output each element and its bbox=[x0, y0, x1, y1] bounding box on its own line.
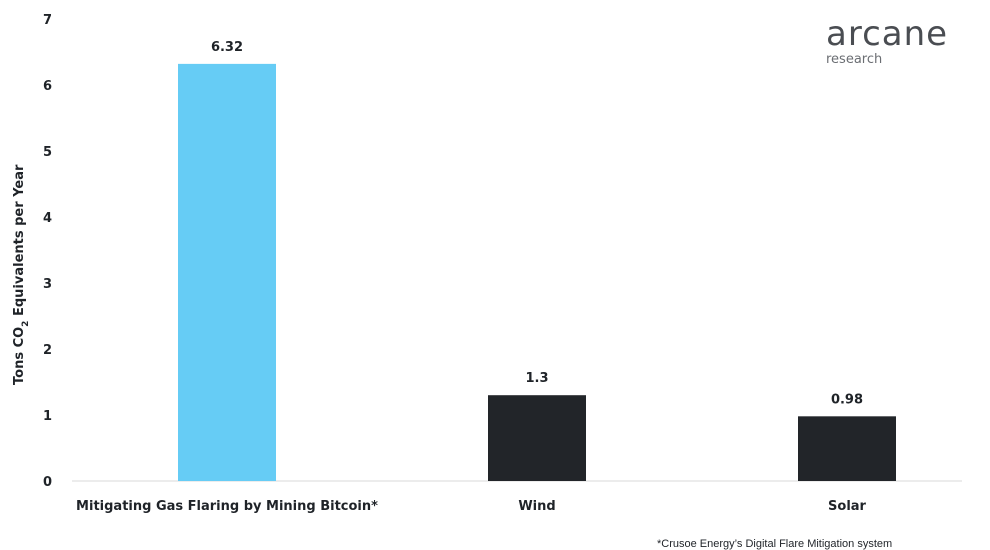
bar-value-label: 0.98 bbox=[831, 392, 863, 407]
x-category-label: Wind bbox=[518, 499, 555, 514]
logo-wordmark: arcane bbox=[826, 14, 948, 54]
bars-group: 6.32 Mitigating Gas Flaring by Mining Bit… bbox=[76, 40, 896, 514]
y-tick-label: 2 bbox=[43, 343, 52, 358]
arcane-research-logo: arcane research bbox=[826, 14, 948, 67]
bar bbox=[178, 63, 276, 481]
y-tick-label: 3 bbox=[43, 277, 52, 292]
y-tick-label: 7 bbox=[43, 13, 52, 28]
x-category-label: Solar bbox=[828, 499, 867, 514]
bar-value-label: 6.32 bbox=[211, 40, 243, 55]
y-tick-label: 5 bbox=[43, 145, 52, 160]
x-category-label: Mitigating Gas Flaring by Mining Bitcoin… bbox=[76, 499, 378, 514]
footnote: *Crusoe Energy’s Digital Flare Mitigatio… bbox=[657, 538, 892, 550]
bar bbox=[488, 395, 586, 481]
logo-subtitle: research bbox=[826, 52, 882, 67]
bar bbox=[798, 416, 896, 481]
y-axis-label: Tons CO2 Equivalents per Year bbox=[12, 164, 31, 385]
y-tick-label: 4 bbox=[43, 211, 52, 226]
y-tick-label: 6 bbox=[43, 79, 52, 94]
y-tick-label: 1 bbox=[43, 409, 52, 424]
y-axis-ticks: 0 1 2 3 4 5 6 7 bbox=[43, 13, 52, 490]
y-tick-label: 0 bbox=[43, 475, 52, 490]
bar-value-label: 1.3 bbox=[525, 371, 548, 386]
